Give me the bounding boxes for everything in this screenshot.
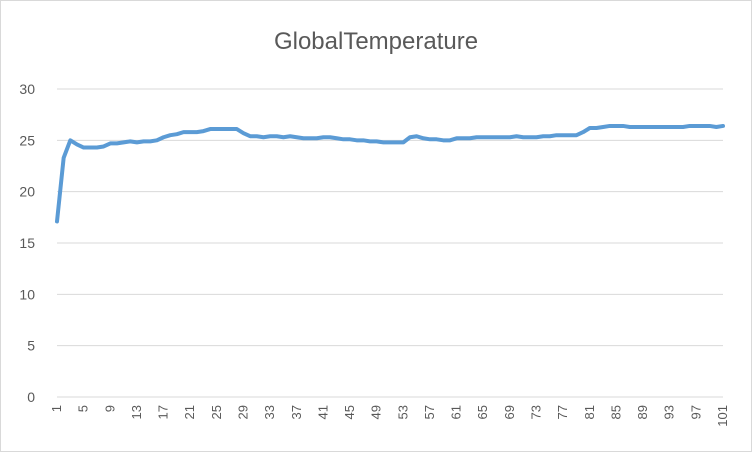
x-tick-label-33: 33 [262, 405, 277, 419]
x-tick-label-101: 101 [715, 405, 730, 427]
x-tick-label-69: 69 [502, 405, 517, 419]
y-tick-label-20: 20 [19, 184, 35, 200]
y-tick-label-15: 15 [19, 235, 35, 251]
x-tick-label-93: 93 [662, 405, 677, 419]
x-tick-label-17: 17 [156, 405, 171, 419]
x-tick-label-45: 45 [342, 405, 357, 419]
x-tick-label-53: 53 [395, 405, 410, 419]
x-tick-label-29: 29 [235, 405, 250, 419]
x-tick-label-97: 97 [688, 405, 703, 419]
y-tick-label-25: 25 [19, 132, 35, 148]
x-tick-label-37: 37 [289, 405, 304, 419]
x-tick-label-9: 9 [102, 405, 117, 412]
x-tick-label-81: 81 [582, 405, 597, 419]
x-tick-label-77: 77 [555, 405, 570, 419]
x-tick-label-89: 89 [635, 405, 650, 419]
x-tick-label-5: 5 [76, 405, 91, 412]
y-tick-label-5: 5 [27, 338, 35, 354]
x-tick-label-61: 61 [449, 405, 464, 419]
y-tick-label-0: 0 [27, 389, 35, 405]
x-tick-label-21: 21 [182, 405, 197, 419]
y-tick-label-30: 30 [19, 81, 35, 97]
x-tick-label-1: 1 [49, 405, 64, 412]
x-tick-label-41: 41 [315, 405, 330, 419]
x-tick-label-85: 85 [608, 405, 623, 419]
x-tick-label-65: 65 [475, 405, 490, 419]
series-line-0 [55, 123, 725, 224]
x-tick-label-73: 73 [529, 405, 544, 419]
x-tick-label-25: 25 [209, 405, 224, 419]
x-tick-label-13: 13 [129, 405, 144, 419]
x-tick-label-57: 57 [422, 405, 437, 419]
y-tick-label-10: 10 [19, 286, 35, 302]
x-tick-label-49: 49 [369, 405, 384, 419]
chart-title: GlobalTemperature [273, 28, 479, 55]
